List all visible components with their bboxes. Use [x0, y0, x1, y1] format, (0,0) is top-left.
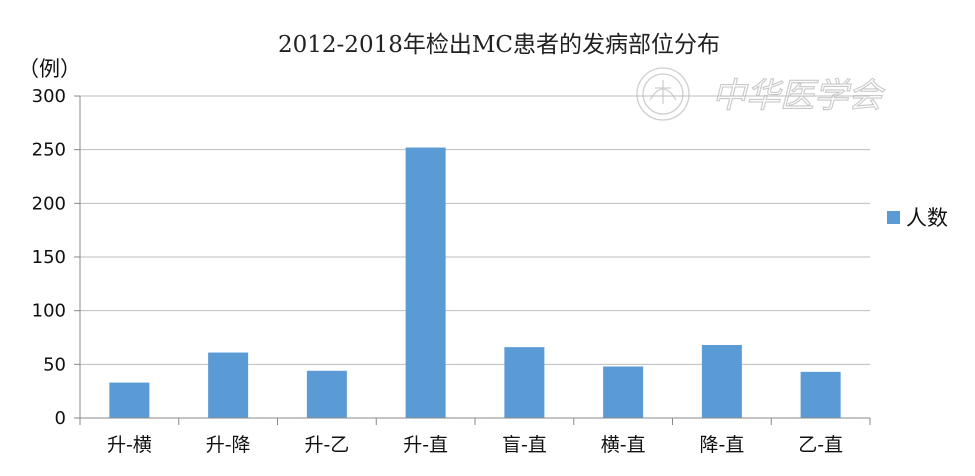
bar-7: [800, 371, 841, 418]
bar-2: [306, 370, 347, 418]
bar-3: [405, 147, 446, 418]
y-tick-label: 300: [32, 86, 66, 107]
x-axis-labels: 升-横 升-降 升-乙 升-直 盲-直 横-直 降-直 乙-直: [107, 434, 843, 456]
y-tick-label: 150: [32, 247, 66, 268]
y-axis-ticks: 0 50 100 150 200 250 300: [32, 86, 81, 429]
y-axis-unit: （例）: [18, 57, 81, 81]
bar-0: [109, 382, 150, 418]
legend: 人数: [887, 206, 948, 230]
bar-6: [701, 345, 742, 418]
bar-5: [603, 366, 644, 418]
legend-label: 人数: [906, 206, 948, 230]
bar-4: [504, 347, 545, 418]
y-tick-label: 100: [32, 301, 66, 322]
y-tick-label: 0: [55, 408, 66, 429]
y-tick-label: 200: [32, 193, 66, 214]
x-tick-label: 升-降: [206, 434, 251, 456]
bar-1: [208, 352, 249, 418]
x-tick-label: 乙-直: [798, 434, 843, 456]
bars: [109, 147, 841, 418]
y-tick-label: 250: [32, 140, 66, 161]
x-tick-label: 横-直: [601, 434, 646, 456]
x-tick-label: 升-横: [107, 434, 152, 456]
gridlines: [80, 95, 870, 365]
legend-swatch: [887, 211, 900, 224]
y-tick-label: 50: [43, 354, 66, 375]
chart-title: 2012-2018年检出MC患者的发病部位分布: [278, 32, 720, 58]
watermark: 中华医学会: [636, 67, 887, 121]
x-tick-label: 盲-直: [502, 434, 547, 456]
x-tick-label: 降-直: [699, 434, 744, 456]
x-axis: [79, 417, 871, 425]
society-seal-icon: [636, 67, 690, 121]
x-tick-label: 升-乙: [304, 434, 349, 456]
x-tick-label: 升-直: [403, 434, 448, 456]
